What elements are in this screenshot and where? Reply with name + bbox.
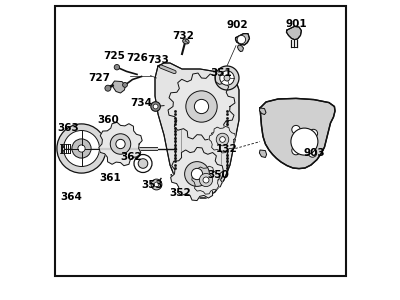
Circle shape	[64, 130, 100, 166]
Polygon shape	[209, 126, 236, 153]
Circle shape	[191, 168, 203, 180]
Text: 361: 361	[99, 172, 121, 183]
Text: 726: 726	[126, 52, 148, 63]
Text: 734: 734	[130, 98, 152, 108]
Circle shape	[308, 149, 317, 157]
Circle shape	[153, 104, 158, 109]
Polygon shape	[259, 108, 266, 115]
Circle shape	[116, 139, 125, 148]
Circle shape	[203, 177, 209, 183]
Polygon shape	[99, 122, 142, 166]
Text: 132: 132	[216, 143, 237, 154]
Text: 363: 363	[58, 123, 80, 134]
Circle shape	[114, 64, 120, 70]
Circle shape	[224, 75, 230, 81]
Polygon shape	[155, 63, 239, 198]
Polygon shape	[168, 73, 235, 140]
Text: 727: 727	[88, 73, 110, 83]
Polygon shape	[171, 148, 223, 200]
Circle shape	[151, 179, 162, 190]
Circle shape	[216, 133, 229, 146]
Circle shape	[122, 82, 127, 87]
Text: 351: 351	[210, 68, 232, 78]
Circle shape	[199, 173, 213, 187]
Text: 902: 902	[227, 20, 248, 31]
Circle shape	[72, 139, 91, 158]
Circle shape	[78, 145, 85, 152]
Polygon shape	[260, 98, 335, 169]
Circle shape	[215, 66, 239, 90]
Text: 364: 364	[61, 191, 82, 202]
Polygon shape	[192, 166, 220, 194]
Text: 360: 360	[98, 115, 119, 125]
Polygon shape	[238, 45, 244, 52]
Circle shape	[105, 85, 111, 91]
Circle shape	[301, 137, 309, 146]
Circle shape	[110, 134, 131, 154]
Polygon shape	[259, 150, 267, 158]
Circle shape	[220, 71, 234, 85]
Circle shape	[291, 128, 318, 155]
Circle shape	[292, 146, 300, 155]
Text: 903: 903	[303, 148, 325, 158]
Circle shape	[57, 124, 106, 173]
Circle shape	[154, 182, 159, 187]
Text: 733: 733	[147, 55, 169, 65]
Circle shape	[185, 162, 209, 186]
Polygon shape	[286, 26, 302, 40]
Text: 350: 350	[207, 170, 229, 181]
Polygon shape	[235, 34, 250, 45]
Text: 732: 732	[172, 31, 194, 41]
Text: 353: 353	[141, 179, 163, 190]
Text: 352: 352	[170, 188, 191, 199]
Circle shape	[292, 125, 300, 134]
Circle shape	[138, 159, 148, 168]
Circle shape	[151, 102, 160, 111]
Circle shape	[134, 154, 152, 172]
Circle shape	[237, 35, 246, 44]
Text: 901: 901	[285, 19, 307, 29]
Polygon shape	[112, 81, 126, 93]
Text: 362: 362	[120, 152, 142, 162]
Circle shape	[186, 91, 217, 122]
Circle shape	[309, 129, 318, 138]
Ellipse shape	[183, 39, 189, 44]
Circle shape	[220, 137, 225, 142]
Circle shape	[194, 99, 209, 114]
Text: 725: 725	[104, 50, 126, 61]
